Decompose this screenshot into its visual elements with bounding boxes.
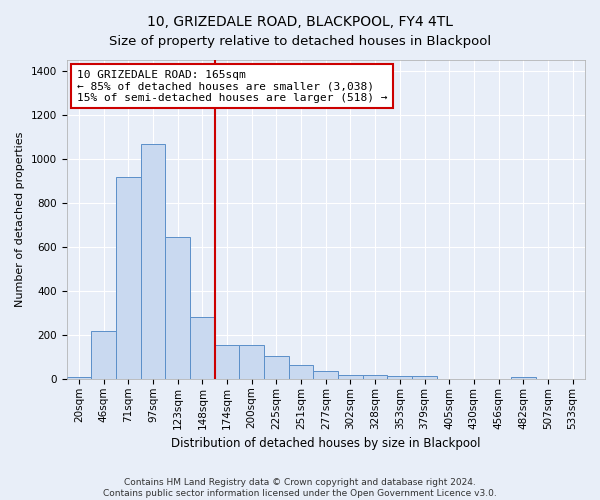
Bar [412, 376, 437, 379]
Bar [363, 374, 388, 379]
Text: Size of property relative to detached houses in Blackpool: Size of property relative to detached ho… [109, 35, 491, 48]
Bar [165, 237, 190, 379]
Bar [67, 376, 91, 379]
Bar [313, 371, 338, 379]
Bar [215, 345, 239, 379]
Bar [190, 318, 215, 379]
Bar [388, 376, 412, 379]
Bar [289, 364, 313, 379]
Bar [140, 144, 165, 379]
X-axis label: Distribution of detached houses by size in Blackpool: Distribution of detached houses by size … [171, 437, 481, 450]
Y-axis label: Number of detached properties: Number of detached properties [15, 132, 25, 307]
Bar [511, 376, 536, 379]
Bar [338, 374, 363, 379]
Bar [91, 330, 116, 379]
Bar [239, 345, 264, 379]
Bar [116, 176, 140, 379]
Bar [264, 356, 289, 379]
Text: 10, GRIZEDALE ROAD, BLACKPOOL, FY4 4TL: 10, GRIZEDALE ROAD, BLACKPOOL, FY4 4TL [147, 15, 453, 29]
Text: 10 GRIZEDALE ROAD: 165sqm
← 85% of detached houses are smaller (3,038)
15% of se: 10 GRIZEDALE ROAD: 165sqm ← 85% of detac… [77, 70, 388, 103]
Text: Contains HM Land Registry data © Crown copyright and database right 2024.
Contai: Contains HM Land Registry data © Crown c… [103, 478, 497, 498]
